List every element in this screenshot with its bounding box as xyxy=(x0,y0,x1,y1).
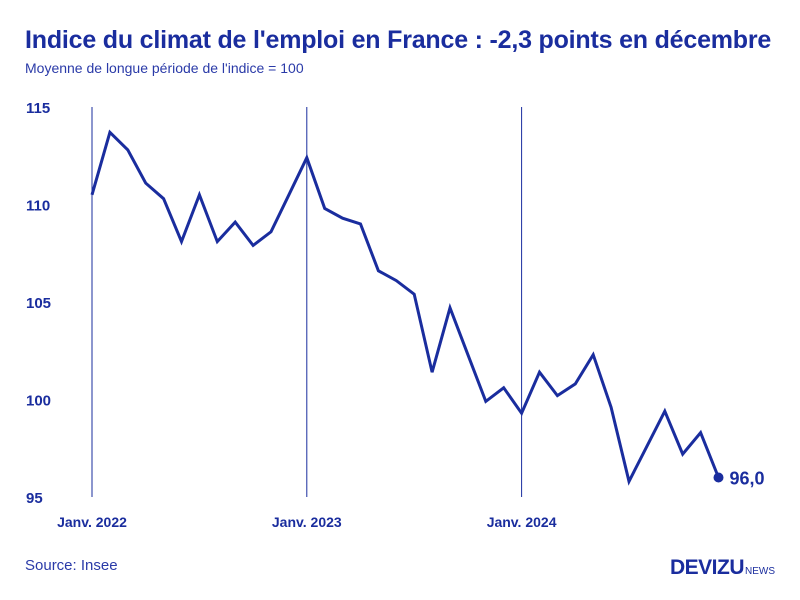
y-tick-label: 115 xyxy=(26,100,50,117)
y-tick-label: 110 xyxy=(26,198,50,215)
x-tick-label: Janv. 2022 xyxy=(57,514,127,530)
brand-logo: DEVIZUNEWS xyxy=(670,556,775,580)
last-point-label: 96,0 xyxy=(730,469,765,489)
last-point-marker xyxy=(713,472,724,483)
brand-name: DEVIZU xyxy=(669,556,745,579)
brand-suffix: NEWS xyxy=(745,566,775,577)
y-tick-label: 95 xyxy=(26,490,43,507)
series-line xyxy=(90,129,720,486)
y-tick-label: 105 xyxy=(26,295,51,312)
chart-title: Indice du climat de l'emploi en France :… xyxy=(25,26,772,54)
x-tick-label: Janv. 2024 xyxy=(487,514,557,530)
x-tick-label: Janv. 2023 xyxy=(272,514,342,530)
y-tick-label: 100 xyxy=(26,393,51,410)
chart-subtitle: Moyenne de longue période de l'indice = … xyxy=(25,60,304,76)
source-label: Source: Insee xyxy=(25,557,118,574)
